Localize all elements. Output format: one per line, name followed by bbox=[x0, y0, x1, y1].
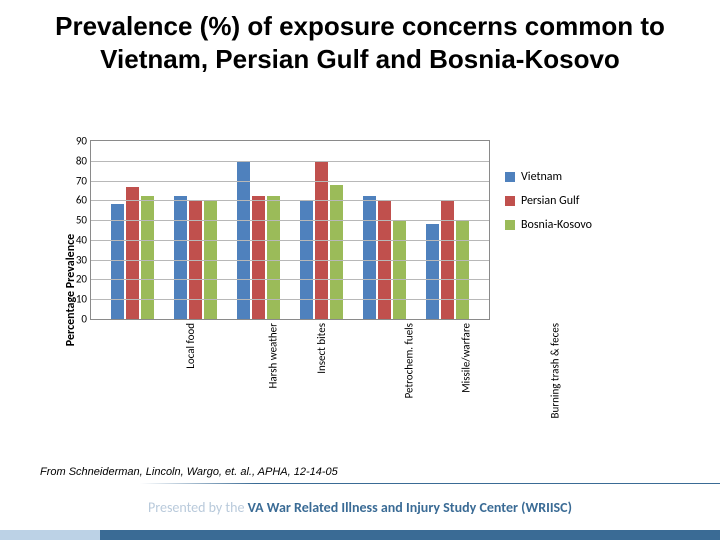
bar-chart: Percentage Prevalence 010203040506070809… bbox=[60, 140, 660, 440]
grid-line bbox=[91, 279, 489, 280]
bar-group bbox=[363, 141, 406, 319]
grid-line bbox=[91, 161, 489, 162]
footer-center-name: VA War Related Illness and Injury Study … bbox=[248, 499, 572, 516]
bar-group bbox=[174, 141, 217, 319]
x-tick-label: Local food bbox=[183, 323, 196, 369]
y-tick-label: 90 bbox=[76, 135, 91, 148]
x-tick-label: Burning trash & feces bbox=[548, 323, 561, 418]
grid-line bbox=[91, 220, 489, 221]
y-tick-label: 70 bbox=[76, 174, 91, 187]
legend-label: Vietnam bbox=[521, 170, 562, 184]
y-tick-label: 80 bbox=[76, 154, 91, 167]
y-tick-label: 50 bbox=[76, 214, 91, 227]
bar bbox=[363, 196, 376, 319]
legend-swatch bbox=[505, 172, 515, 182]
slide-title: Prevalence (%) of exposure concerns comm… bbox=[0, 0, 720, 81]
bar-group bbox=[111, 141, 154, 319]
grid-line bbox=[91, 181, 489, 182]
bar-group bbox=[300, 141, 343, 319]
plot-area: 0102030405060708090Local foodHarsh weath… bbox=[90, 140, 490, 320]
grid-line bbox=[91, 260, 489, 261]
bar bbox=[252, 196, 265, 319]
y-tick-label: 30 bbox=[76, 253, 91, 266]
y-tick-label: 40 bbox=[76, 233, 91, 246]
y-tick-label: 60 bbox=[76, 194, 91, 207]
bar bbox=[174, 196, 187, 319]
y-tick-label: 10 bbox=[76, 293, 91, 306]
grid-line bbox=[91, 240, 489, 241]
grid-line bbox=[91, 299, 489, 300]
legend-swatch bbox=[505, 196, 515, 206]
x-tick-label: Missile/warfare bbox=[459, 323, 472, 393]
y-tick-label: 20 bbox=[76, 273, 91, 286]
grid-line bbox=[91, 200, 489, 201]
footer-text: Presented by the VA War Related Illness … bbox=[0, 499, 720, 516]
source-citation: From Schneiderman, Lincoln, Wargo, et. a… bbox=[40, 466, 338, 478]
legend-swatch bbox=[505, 220, 515, 230]
bars-container bbox=[91, 141, 489, 319]
bottom-stripe bbox=[0, 530, 720, 540]
legend-item: Bosnia-Kosovo bbox=[505, 218, 655, 232]
legend: Vietnam Persian Gulf Bosnia-Kosovo bbox=[505, 170, 655, 242]
footer-rule bbox=[140, 483, 720, 484]
bar-group bbox=[237, 141, 280, 319]
footer-prefix: Presented by the bbox=[148, 499, 248, 516]
slide: Prevalence (%) of exposure concerns comm… bbox=[0, 0, 720, 540]
bar bbox=[456, 220, 469, 319]
y-axis-title: Percentage Prevalence bbox=[64, 234, 78, 346]
x-tick-label: Harsh weather bbox=[266, 323, 279, 389]
bar bbox=[426, 224, 439, 319]
legend-label: Bosnia-Kosovo bbox=[521, 218, 592, 232]
bar bbox=[141, 196, 154, 319]
bar bbox=[393, 220, 406, 319]
bar bbox=[111, 204, 124, 319]
x-tick-label: Insect bites bbox=[314, 323, 327, 374]
legend-item: Persian Gulf bbox=[505, 194, 655, 208]
bar-group bbox=[426, 141, 469, 319]
legend-item: Vietnam bbox=[505, 170, 655, 184]
y-tick-label: 0 bbox=[81, 313, 91, 326]
x-tick-label: Petrochem. fuels bbox=[402, 323, 415, 398]
legend-label: Persian Gulf bbox=[521, 194, 579, 208]
bar bbox=[267, 196, 280, 319]
